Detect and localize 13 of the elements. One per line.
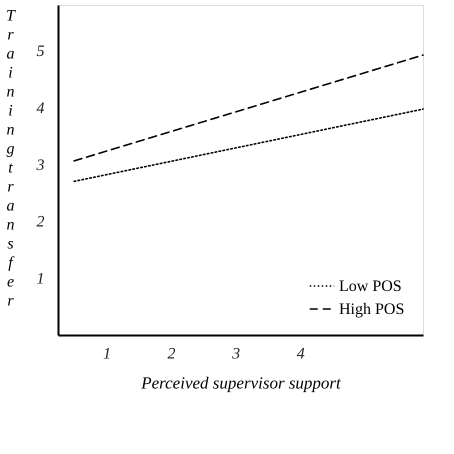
x-tick-label: 1: [102, 346, 111, 362]
legend-label: Low POS: [339, 278, 402, 295]
legend-label: High POS: [339, 301, 404, 318]
y-tick-label: 3: [36, 156, 44, 174]
x-tick-label: 4: [296, 346, 305, 362]
y-tick-label: 4: [36, 100, 44, 117]
y-tick-label: 1: [36, 270, 44, 288]
x-tick-label: 3: [231, 346, 240, 362]
x-tick-label: 2: [168, 346, 176, 362]
y-tick-label: 5: [36, 43, 44, 60]
x-axis-title: Perceived supervisor support: [140, 374, 342, 392]
text: Training transfer: [6, 8, 15, 310]
y-tick-label: 2: [36, 214, 44, 231]
